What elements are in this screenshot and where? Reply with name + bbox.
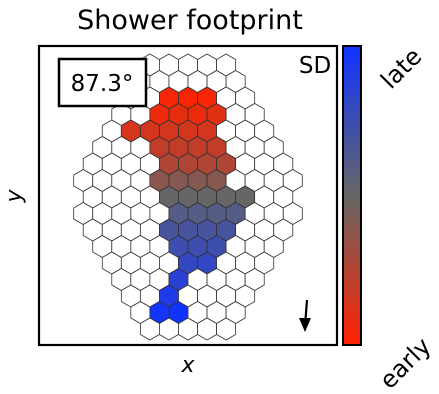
detector-cell: [216, 317, 237, 341]
colorbar: [342, 45, 362, 346]
x-axis-label: x: [180, 353, 195, 378]
detector-hex-grid: [73, 53, 303, 341]
chart-title: Shower footprint: [77, 5, 303, 36]
angle-box: [57, 57, 148, 108]
down-arrow-icon: [299, 299, 311, 332]
detector-label: SD: [299, 53, 331, 79]
y-axis-label: y: [2, 189, 27, 204]
plot-frame: [37, 44, 339, 347]
colorbar-low-label: early: [374, 332, 436, 394]
zenith-angle-label: 87.3°: [71, 71, 134, 97]
colorbar-high-label: late: [375, 42, 427, 94]
